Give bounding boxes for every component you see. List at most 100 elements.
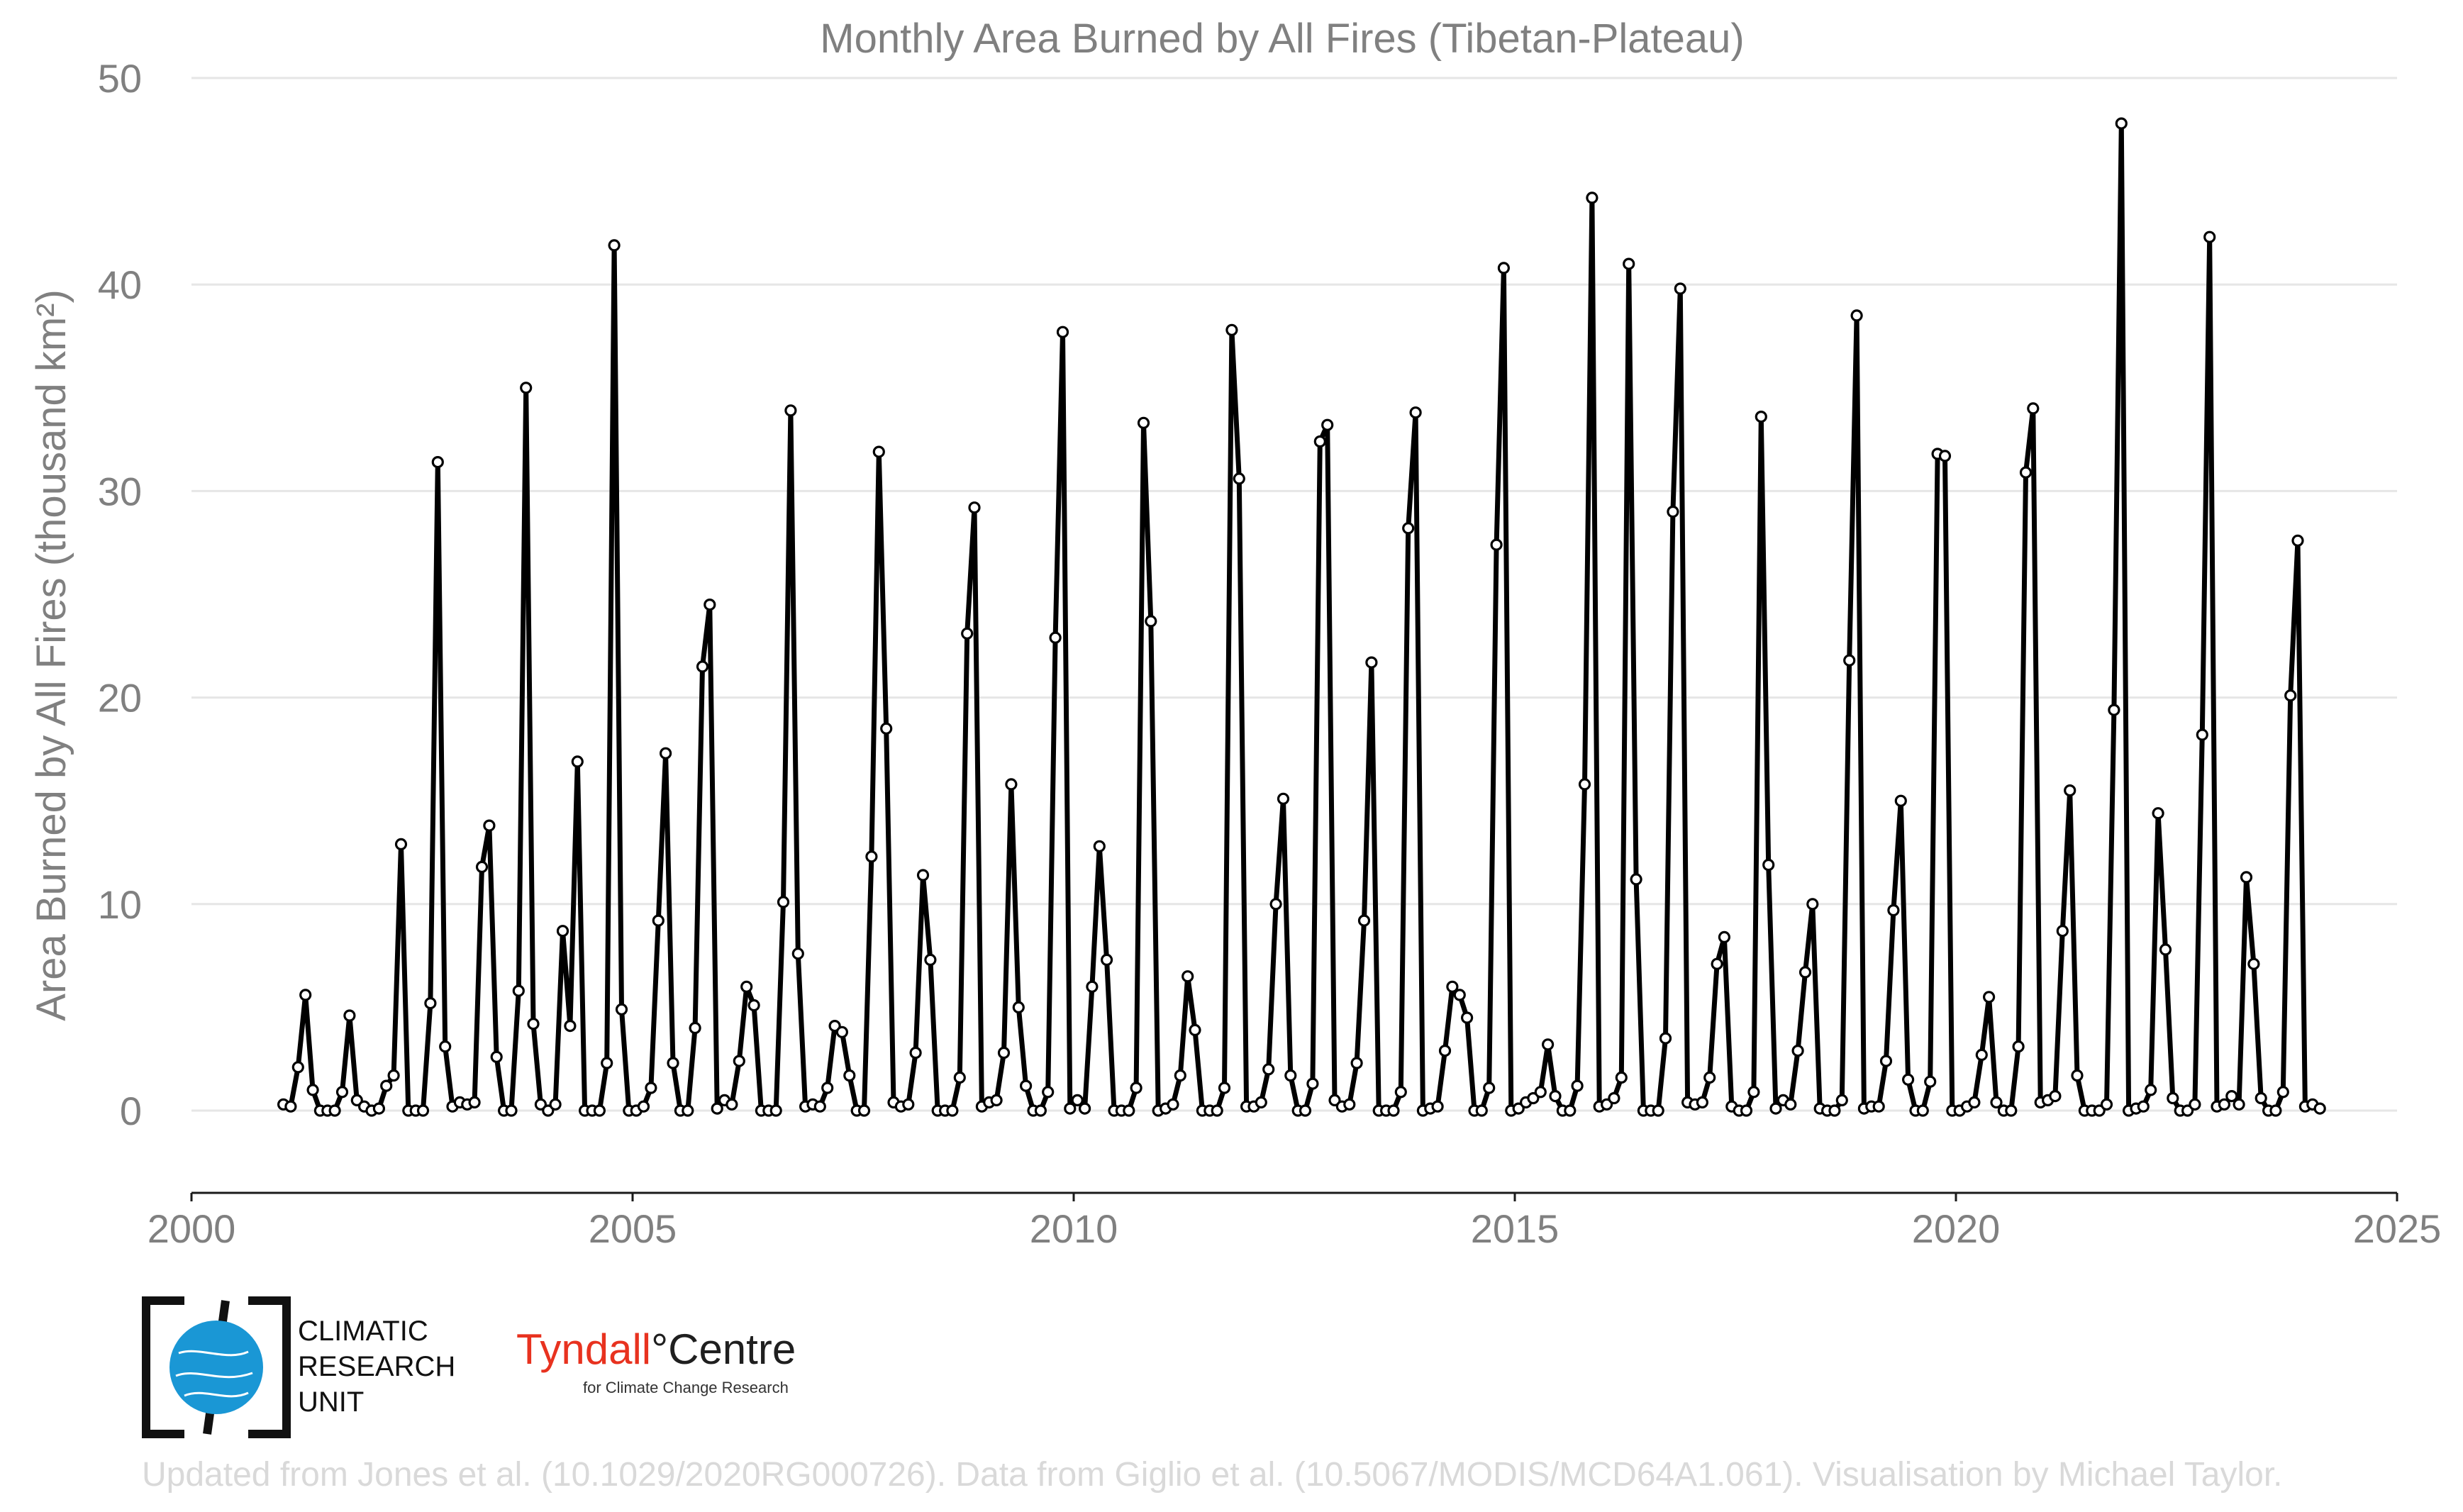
data-point (2291, 534, 2304, 547)
data-point (968, 501, 981, 514)
data-point (791, 947, 804, 960)
data-point (328, 1104, 341, 1117)
data-point (1211, 1104, 1223, 1117)
data-point (2247, 957, 2260, 970)
data-point (1461, 1011, 1474, 1024)
data-point (1086, 980, 1099, 993)
data-point (1321, 418, 1334, 431)
data-point (1123, 1104, 1135, 1117)
data-point (1512, 1102, 1525, 1115)
data-point (2012, 1040, 2025, 1053)
data-point (1299, 1104, 1312, 1117)
data-point (1564, 1104, 1577, 1117)
data-point (1659, 1032, 1672, 1045)
credit-text: Updated from Jones et al. (10.1029/2020R… (142, 1456, 2283, 1494)
data-point (857, 1104, 871, 1117)
data-point (387, 1069, 400, 1082)
data-point (350, 1094, 363, 1107)
data-point (1078, 1102, 1091, 1115)
data-point (1387, 1104, 1400, 1117)
data-point (2218, 1098, 2230, 1111)
data-point (608, 239, 621, 252)
data-point (1601, 1098, 1613, 1111)
data-point (872, 445, 885, 458)
data-point (439, 1040, 452, 1053)
data-point (1571, 1079, 1584, 1092)
data-point (1225, 323, 1238, 336)
data-point (416, 1104, 430, 1117)
data-point (1586, 191, 1599, 204)
x-tick-label: 2025 (2353, 1206, 2442, 1251)
data-point (1056, 326, 1069, 338)
data-point (2284, 689, 2297, 702)
data-point (2071, 1069, 2084, 1082)
data-point (1608, 1091, 1620, 1105)
data-point (534, 1098, 547, 1111)
y-tick-label: 30 (98, 469, 142, 513)
y-tick-labels: 0 10 20 30 40 50 (98, 56, 142, 1133)
data-point (2145, 1084, 2157, 1096)
data-point (645, 1082, 657, 1094)
data-point (725, 1098, 738, 1111)
data-point (1365, 656, 1378, 669)
y-tick-label: 40 (98, 262, 142, 307)
data-point (1975, 1048, 1988, 1062)
data-point (1674, 282, 1686, 295)
data-point (1835, 1094, 1848, 1107)
data-point (2108, 704, 2120, 716)
y-tick-label: 0 (120, 1089, 142, 1133)
data-point (483, 819, 496, 832)
data-point (1798, 966, 1812, 979)
data-point (1696, 1096, 1708, 1109)
data-point (1916, 1104, 1929, 1117)
data-point (2027, 402, 2040, 415)
data-point (1755, 410, 1767, 423)
data-point (777, 896, 790, 908)
data-point (821, 1082, 834, 1094)
data-point (689, 1021, 701, 1035)
x-tick-label: 2010 (1030, 1206, 1118, 1251)
data-point (1262, 1063, 1275, 1076)
chart-title: Monthly Area Burned by All Fires (Tibeta… (820, 16, 1744, 62)
data-point (990, 1094, 1003, 1107)
data-point (1718, 930, 1730, 944)
x-tick-label: 2005 (589, 1206, 677, 1251)
data-point (1145, 615, 1157, 628)
data-point (704, 598, 716, 611)
data-point (1019, 1079, 1033, 1092)
series-line (282, 121, 2321, 1113)
x-tick-label: 2020 (1912, 1206, 2001, 1251)
data-point (1784, 1098, 1797, 1111)
data-point (1431, 1100, 1444, 1113)
data-point (1924, 1075, 1937, 1088)
data-point (909, 1046, 922, 1060)
data-point (1475, 1104, 1488, 1117)
data-point (2064, 784, 2076, 797)
data-point (1093, 840, 1106, 852)
data-point (1490, 538, 1503, 551)
data-point (372, 1102, 386, 1115)
cru-line-3: UNIT (298, 1386, 365, 1418)
data-point (2254, 1091, 2267, 1105)
data-point (1497, 262, 1510, 274)
data-point (475, 860, 489, 874)
data-point (2196, 728, 2208, 741)
data-point (1277, 792, 1290, 805)
data-point (2019, 466, 2033, 479)
data-point (1233, 472, 1245, 485)
data-point (2276, 1086, 2289, 1099)
data-point (1189, 1023, 1201, 1037)
data-point (1527, 1091, 1540, 1105)
data-point (1313, 435, 1326, 448)
series-points (277, 117, 2326, 1117)
data-point (1042, 1086, 1055, 1099)
data-point (2240, 871, 2253, 884)
y-axis-label: Area Burned by All Fires (thousand km²) (28, 289, 74, 1021)
data-point (2159, 943, 2172, 956)
y-tick-label: 10 (98, 882, 142, 927)
data-point (1762, 858, 1775, 872)
data-point (431, 455, 444, 469)
cru-line-2: RESEARCH (298, 1351, 456, 1382)
data-point (1269, 898, 1282, 911)
data-point (291, 1061, 304, 1074)
